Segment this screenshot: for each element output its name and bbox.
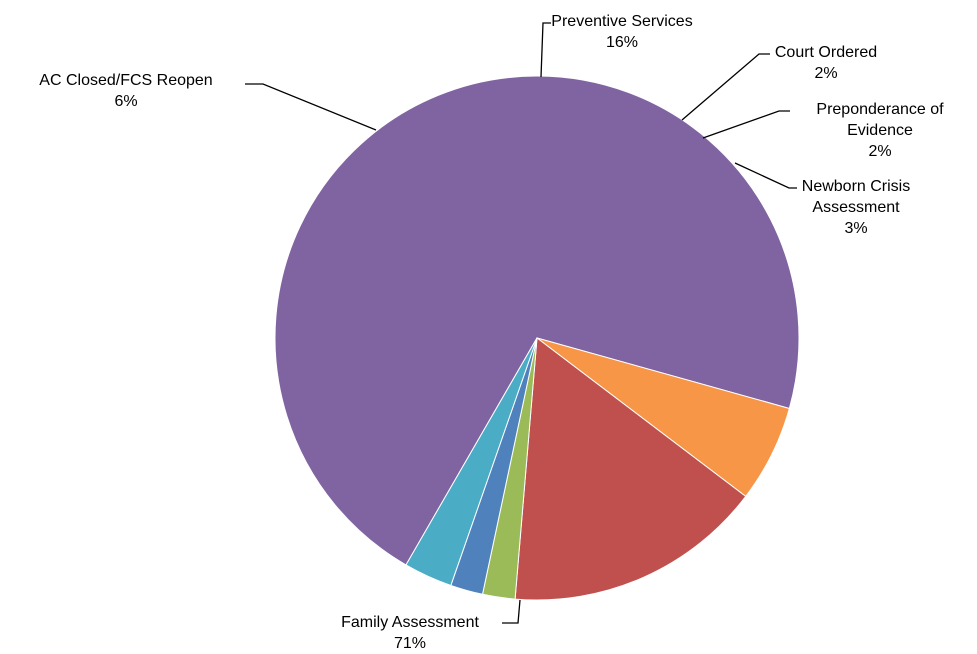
data-label-line: 6% (114, 93, 137, 110)
data-label-line: 16% (606, 34, 638, 51)
data-label-line: 2% (814, 65, 837, 82)
data-label-line: Evidence (847, 122, 913, 139)
data-label-newborn-crisis-assessment: Newborn Crisis Assessment 3% (802, 178, 910, 237)
data-label-preventive-services: Preventive Services 16% (551, 13, 692, 51)
data-label-line: 71% (394, 635, 426, 652)
data-label-line: Preponderance of (816, 101, 944, 118)
slices-layer (274, 75, 800, 601)
data-label-line: AC Closed/FCS Reopen (39, 72, 212, 89)
data-label-ac-closed-fcs-reopen: AC Closed/FCS Reopen 6% (39, 72, 212, 110)
data-label-line: Newborn Crisis (802, 178, 910, 195)
leader-line-court-ordered (681, 53, 770, 121)
leader-line-preponderance-of-evidence (702, 110, 790, 139)
data-label-line: 3% (844, 220, 867, 237)
leader-line-preventive-services (540, 22, 551, 78)
leader-line-ac-closed-fcs-reopen (245, 83, 377, 131)
pie-slice-preventive-services (514, 337, 747, 601)
data-label-preponderance-of-evidence: Preponderance of Evidence 2% (816, 101, 944, 160)
pie-slice-family-assessment (274, 75, 800, 566)
pie-slice-newborn-crisis-assessment (405, 337, 538, 587)
data-label-line: Assessment (812, 199, 900, 216)
leader-lines-layer (245, 22, 797, 624)
leader-line-newborn-crisis-assessment (734, 162, 797, 189)
data-label-court-ordered: Court Ordered 2% (775, 44, 877, 82)
leader-line-family-assessment (502, 599, 521, 624)
data-label-line: Court Ordered (775, 44, 877, 61)
data-label-line: Preventive Services (551, 13, 692, 30)
data-label-line: 2% (868, 143, 891, 160)
data-label-line: Family Assessment (341, 614, 479, 631)
labels-layer: Family Assessment 71% AC Closed/FCS Reopen… (39, 13, 944, 652)
data-label-family-assessment: Family Assessment 71% (341, 614, 479, 652)
